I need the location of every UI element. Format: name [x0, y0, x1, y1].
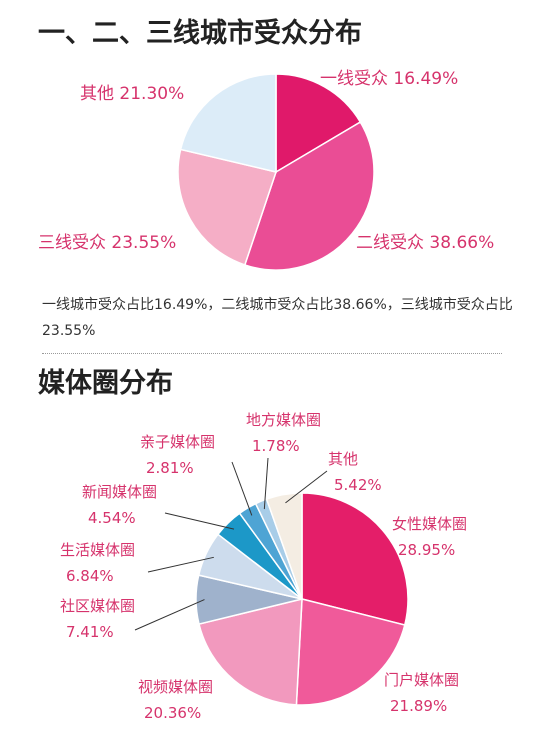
media-leader-line-7 [263, 457, 269, 510]
media-label-pct-8: 5.42% [334, 476, 382, 494]
media-label-name-4: 生活媒体圈 [60, 541, 135, 559]
media-label-pct-6: 2.81% [146, 459, 194, 477]
city-tier-slice-1 [243, 121, 375, 271]
media-label-name-0: 女性媒体圈 [392, 515, 467, 533]
media-leader-line-4 [147, 556, 214, 573]
section-title-media-circle: 媒体圈分布 [38, 368, 173, 399]
media-label-name-5: 新闻媒体圈 [82, 483, 157, 501]
media-label-name-8: 其他 [328, 450, 358, 468]
section-divider [42, 353, 502, 354]
media-label-pct-1: 21.89% [390, 697, 447, 715]
media-slice-1 [295, 598, 406, 706]
media-label-name-6: 亲子媒体圈 [140, 433, 215, 451]
media-label-pct-7: 1.78% [252, 437, 300, 455]
media-label-name-3: 社区媒体圈 [60, 597, 135, 615]
city-tier-pie-chart: 一线受众 16.49% 二线受众 38.66% 三线受众 23.55% 其他 21.3… [38, 69, 494, 271]
media-label-name-1: 门户媒体圈 [384, 671, 459, 689]
city-tier-description: 一线城市受众占比16.49%，二线城市受众占比38.66%，三线城市受众占比23… [42, 297, 513, 339]
city-tier-slice-3 [179, 73, 277, 173]
media-label-pct-3: 7.41% [66, 623, 114, 641]
media-label-pct-5: 4.54% [88, 509, 136, 527]
media-leader-line-8 [285, 470, 328, 504]
city-tier-label-3: 其他 21.30% [80, 84, 184, 104]
city-tier-label-2: 三线受众 23.55% [38, 233, 176, 253]
media-slice-2 [198, 598, 303, 706]
city-tier-label-1: 二线受众 38.66% [356, 233, 494, 253]
city-tier-label-0: 一线受众 16.49% [320, 69, 458, 89]
media-leader-line-3 [134, 599, 205, 631]
media-label-name-2: 视频媒体圈 [138, 678, 213, 696]
media-label-pct-2: 20.36% [144, 704, 201, 722]
media-slice-0 [301, 492, 409, 626]
media-label-pct-0: 28.95% [398, 541, 455, 559]
media-label-pct-4: 6.84% [66, 567, 114, 585]
media-label-name-7: 地方媒体圈 [246, 411, 321, 429]
city-tier-slice-2 [177, 148, 277, 266]
media-leader-line-5 [164, 512, 235, 530]
section-title-city-tier: 一、二、三线城市受众分布 [38, 18, 362, 49]
media-slice-8 [265, 492, 303, 600]
media-leader-line-6 [231, 461, 253, 516]
city-tier-slice-0 [275, 73, 362, 174]
